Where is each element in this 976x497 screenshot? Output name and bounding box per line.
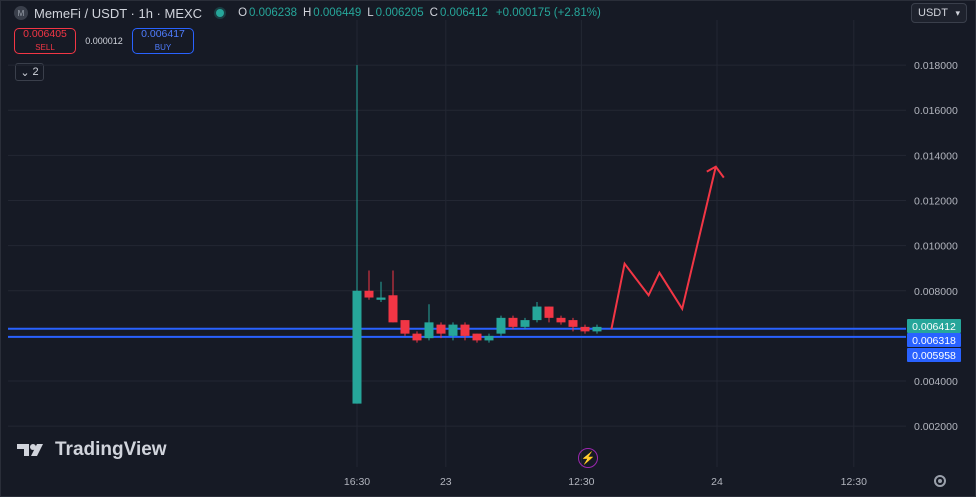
- candle-body: [376, 297, 386, 300]
- currency-select[interactable]: USDT ▾: [911, 3, 967, 23]
- candle-body: [580, 326, 590, 332]
- price-label-bg: [907, 333, 961, 347]
- x-tick-label: 24: [711, 476, 723, 488]
- lightning-icon[interactable]: ⚡: [578, 448, 598, 468]
- candle-body: [472, 333, 482, 341]
- market-open-icon: [216, 9, 225, 17]
- candle-body: [352, 290, 362, 404]
- candle-body: [400, 320, 410, 334]
- indicators-toggle-button[interactable]: ⌄ 2: [15, 63, 44, 81]
- brand-name: TradingView: [55, 439, 167, 460]
- ohlc-high: H 0.006449: [302, 7, 362, 19]
- y-tick-label: 0.014000: [914, 150, 958, 162]
- candle-body: [412, 333, 422, 341]
- y-tick-label: 0.012000: [914, 195, 958, 207]
- x-tick-label: 23: [440, 476, 452, 488]
- price-label: 0.005958: [912, 350, 956, 362]
- candle-body: [568, 320, 578, 327]
- x-tick-label: 16:30: [344, 476, 370, 488]
- forecast-arrow-line: [610, 166, 717, 330]
- candle-body: [436, 324, 446, 334]
- price-label: 0.006412: [912, 321, 956, 333]
- tradingview-icon: [17, 444, 43, 456]
- ohlc-readout: O 0.006238 H 0.006449 L 0.006205 C 0.006412 …: [238, 7, 601, 19]
- ohlc-open: O 0.006238: [238, 7, 297, 19]
- x-tick-label: 12:30: [841, 476, 867, 488]
- candle-body: [496, 317, 506, 334]
- y-tick-label: 0.016000: [914, 105, 958, 117]
- buy-label: BUY: [154, 43, 172, 52]
- spread-value: 0.000012: [85, 36, 123, 46]
- indicator-count: 2: [32, 66, 39, 78]
- ohlc-close: C 0.006412: [429, 7, 488, 19]
- candle-body: [592, 326, 602, 332]
- price-label: 0.006318: [912, 335, 956, 347]
- buy-price: 0.006417: [141, 28, 185, 40]
- buy-button[interactable]: 0.006417 BUY: [132, 28, 194, 54]
- price-label-bg: [907, 348, 961, 362]
- currency-label: USDT: [918, 7, 948, 19]
- candle-body: [544, 306, 554, 318]
- y-tick-label: 0.010000: [914, 241, 958, 253]
- y-tick-label: 0.008000: [914, 286, 958, 298]
- sell-price: 0.006405: [23, 28, 67, 40]
- ohlc-low: L 0.006205: [367, 7, 424, 19]
- symbol-logo: M: [14, 6, 28, 20]
- chevron-down-icon: ▾: [955, 7, 960, 18]
- candle-body: [388, 295, 398, 323]
- candle-body: [448, 324, 458, 336]
- y-tick-label: 0.018000: [914, 60, 958, 72]
- sell-label: SELL: [35, 43, 55, 52]
- candle-body: [508, 317, 518, 327]
- chevron-down-icon: ⌄: [20, 66, 30, 79]
- candle-body: [424, 322, 434, 339]
- gear-icon[interactable]: [934, 475, 946, 487]
- price-change: +0.000175 (+2.81%): [495, 7, 601, 19]
- price-label-bg: [907, 319, 961, 333]
- y-tick-label: 0.004000: [914, 376, 958, 388]
- candle-body: [484, 335, 494, 341]
- candle-body: [460, 324, 470, 336]
- candle-body: [520, 320, 530, 327]
- forecast-arrow-head: [706, 165, 725, 179]
- trade-panel: 0.006405 SELL 0.000012 0.006417 BUY: [14, 28, 194, 54]
- x-tick-label: 12:30: [568, 476, 594, 488]
- y-tick-label: 0.002000: [914, 421, 958, 433]
- sell-button[interactable]: 0.006405 SELL: [14, 28, 76, 54]
- candle-body: [532, 306, 542, 321]
- tradingview-logo: TradingView: [17, 439, 167, 461]
- candle-body: [556, 317, 566, 323]
- symbol-title[interactable]: MemeFi / USDT · 1h · MEXC: [34, 5, 203, 21]
- candle-body: [364, 290, 374, 298]
